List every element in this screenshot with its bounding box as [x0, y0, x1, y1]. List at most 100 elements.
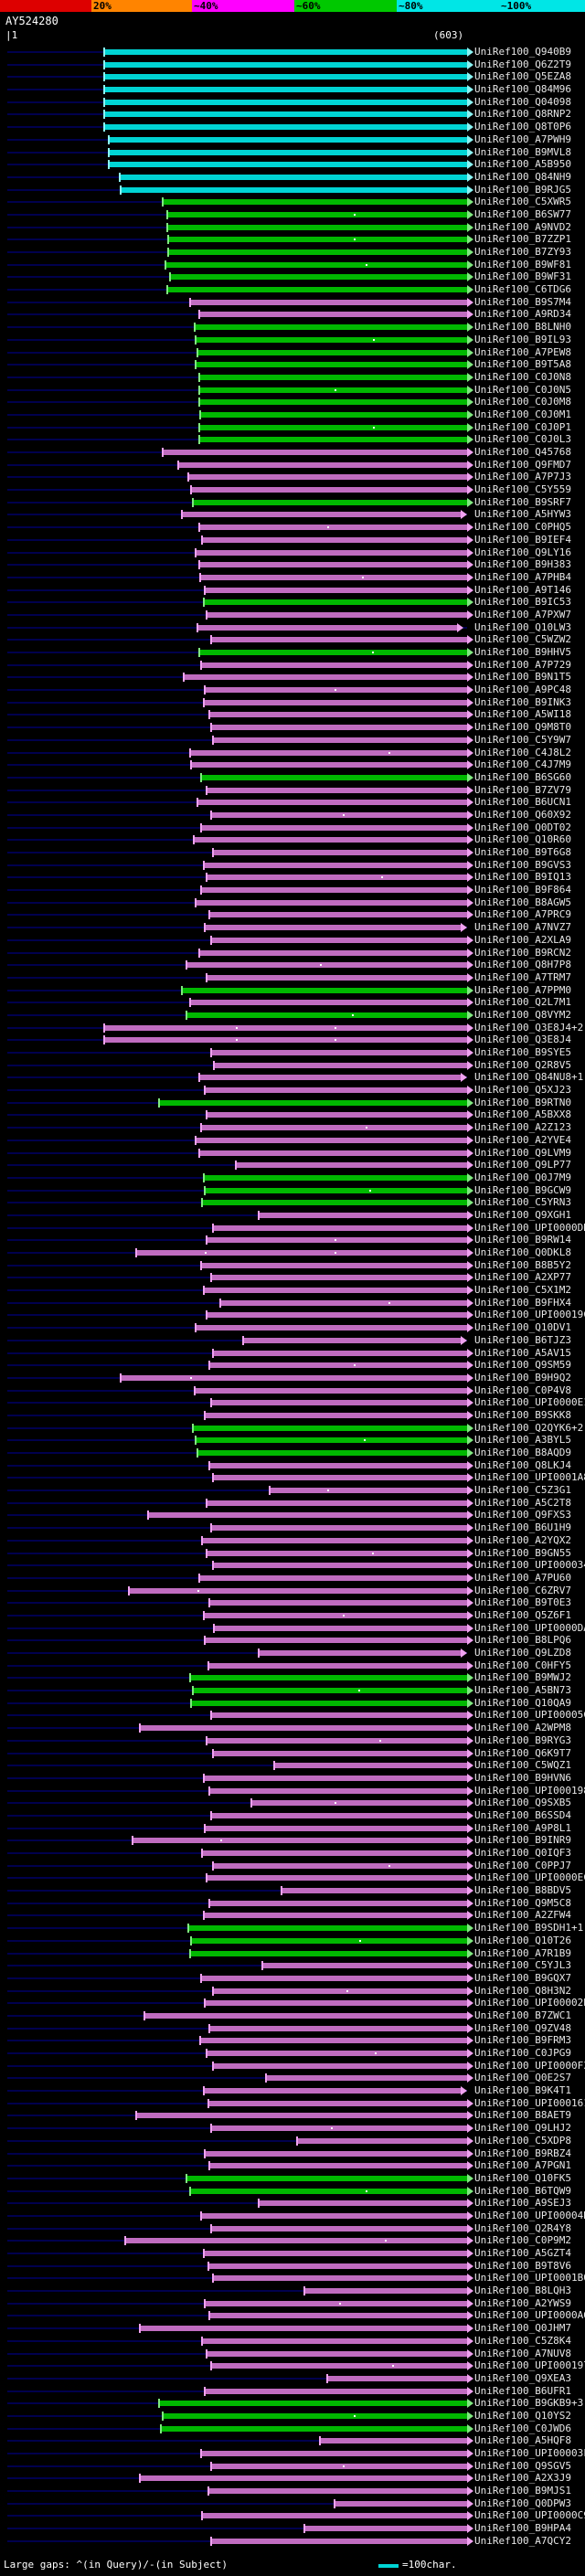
hit-label[interactable]: UniRef100_B9MWJ2 — [474, 1671, 571, 1684]
hit-label[interactable]: UniRef100_A2YWS9 — [474, 2296, 571, 2309]
hit-bar[interactable] — [124, 2238, 467, 2244]
hit-label[interactable]: UniRef100_C5YRN3 — [474, 1196, 571, 1209]
hit-label[interactable]: UniRef100_C0J0L3 — [474, 433, 571, 446]
hit-label[interactable]: UniRef100_B9T6G8 — [474, 846, 571, 858]
hit-label[interactable]: UniRef100_B9GKB9+3 — [474, 2397, 584, 2410]
hit-label[interactable]: UniRef100_Q9FXS3 — [474, 1509, 571, 1521]
hit-bar[interactable] — [205, 2150, 467, 2157]
hit-label[interactable]: UniRef100_Q6K9T7 — [474, 1746, 571, 1759]
hit-bar[interactable] — [243, 1337, 462, 1343]
hit-label[interactable]: UniRef100_B9SYE5 — [474, 1046, 571, 1058]
hit-bar[interactable] — [140, 1725, 467, 1732]
hit-bar[interactable] — [189, 1675, 467, 1681]
hit-bar[interactable] — [197, 624, 458, 631]
hit-bar[interactable] — [211, 2225, 467, 2231]
hit-bar[interactable] — [203, 2088, 462, 2094]
hit-bar[interactable] — [109, 162, 467, 168]
hit-bar[interactable] — [198, 949, 467, 956]
hit-label[interactable]: UniRef100_A5AV15 — [474, 1346, 571, 1359]
hit-label[interactable]: UniRef100_C0HFY5 — [474, 1659, 571, 1671]
hit-label[interactable]: UniRef100_A9NVD2 — [474, 220, 571, 233]
hit-bar[interactable] — [258, 1212, 467, 1218]
hit-bar[interactable] — [207, 1550, 467, 1556]
hit-bar[interactable] — [203, 1775, 467, 1781]
hit-label[interactable]: UniRef100_Q0DT02 — [474, 821, 571, 833]
hit-label[interactable]: UniRef100_A7PXW7 — [474, 608, 571, 620]
hit-label[interactable]: UniRef100_B9RBZ4 — [474, 2147, 571, 2159]
hit-bar[interactable] — [205, 2000, 467, 2007]
hit-bar[interactable] — [198, 387, 467, 393]
hit-label[interactable]: UniRef100_B8AET9 — [474, 2109, 571, 2122]
hit-bar[interactable] — [165, 261, 467, 268]
hit-label[interactable]: UniRef100_B6UFR1 — [474, 2384, 571, 2397]
hit-bar[interactable] — [203, 1288, 467, 1294]
hit-bar[interactable] — [198, 374, 467, 380]
hit-bar[interactable] — [191, 1937, 467, 1944]
hit-label[interactable]: UniRef100_B9HHV5 — [474, 646, 571, 658]
hit-bar[interactable] — [214, 1625, 467, 1631]
hit-label[interactable]: UniRef100_Q0E2S7 — [474, 2072, 571, 2084]
hit-label[interactable]: UniRef100_C5Z3G1 — [474, 1484, 571, 1497]
hit-bar[interactable] — [109, 136, 467, 143]
hit-bar[interactable] — [207, 1237, 467, 1244]
hit-label[interactable]: UniRef100_UPI0000ECA479 — [474, 1871, 585, 1884]
hit-bar[interactable] — [159, 2401, 467, 2407]
hit-bar[interactable] — [194, 324, 467, 331]
hit-bar[interactable] — [207, 2051, 467, 2056]
hit-bar[interactable] — [212, 1224, 467, 1231]
hit-bar[interactable] — [327, 2375, 467, 2381]
hit-label[interactable]: UniRef100_C0J0M1 — [474, 408, 571, 420]
hit-label[interactable]: UniRef100_Q3E8J4+2 — [474, 1021, 584, 1034]
hit-label[interactable]: UniRef100_Q2L7M1 — [474, 996, 571, 1009]
hit-label[interactable]: UniRef100_B9S7M4 — [474, 295, 571, 308]
hit-bar[interactable] — [178, 461, 467, 468]
hit-label[interactable]: UniRef100_B8LNH0 — [474, 321, 571, 334]
hit-label[interactable]: UniRef100_Q2R4Y8 — [474, 2221, 571, 2234]
hit-bar[interactable] — [207, 875, 467, 881]
hit-bar[interactable] — [163, 2412, 467, 2419]
hit-bar[interactable] — [136, 1250, 467, 1256]
hit-bar[interactable] — [196, 336, 467, 343]
hit-bar[interactable] — [196, 1325, 467, 1331]
hit-label[interactable]: UniRef100_C5WQZ1 — [474, 1759, 571, 1772]
hit-label[interactable]: UniRef100_UPI0000E12F63 — [474, 1396, 585, 1409]
hit-bar[interactable] — [109, 149, 467, 155]
hit-bar[interactable] — [197, 1450, 467, 1456]
hit-bar[interactable] — [195, 362, 467, 368]
hit-label[interactable]: UniRef100_Q10T26 — [474, 1934, 571, 1946]
hit-bar[interactable] — [188, 1925, 467, 1932]
hit-label[interactable]: UniRef100_B9H9Q2 — [474, 1371, 571, 1383]
hit-label[interactable]: UniRef100_UPI0000DA55E2 — [474, 1621, 585, 1634]
hit-bar[interactable] — [212, 1350, 467, 1356]
hit-label[interactable]: UniRef100_A7PU60 — [474, 1571, 571, 1584]
hit-label[interactable]: UniRef100_UPI0000A67C12 — [474, 2309, 585, 2322]
hit-bar[interactable] — [203, 2251, 467, 2256]
hit-bar[interactable] — [304, 2288, 467, 2295]
hit-label[interactable]: UniRef100_Q9XGH1 — [474, 1208, 571, 1221]
hit-label[interactable]: UniRef100_A7PPM0 — [474, 983, 571, 996]
hit-label[interactable]: UniRef100_A5WI18 — [474, 708, 571, 721]
hit-label[interactable]: UniRef100_UPI0001A83B07 — [474, 1471, 585, 1484]
hit-label[interactable]: UniRef100_Q0IQF3 — [474, 1847, 571, 1859]
hit-label[interactable]: UniRef100_A2XLA9 — [474, 933, 571, 946]
hit-label[interactable]: UniRef100_B8LQH3 — [474, 2284, 571, 2297]
hit-label[interactable]: UniRef100_A2Z123 — [474, 1121, 571, 1134]
hit-bar[interactable] — [196, 899, 467, 906]
hit-label[interactable]: UniRef100_A5HQF8 — [474, 2434, 571, 2447]
hit-label[interactable]: UniRef100_B6SW77 — [474, 207, 571, 220]
hit-bar[interactable] — [207, 1500, 467, 1506]
hit-label[interactable]: UniRef100_B9SRF7 — [474, 495, 571, 508]
hit-label[interactable]: UniRef100_A7PRC9 — [474, 908, 571, 921]
hit-label[interactable]: UniRef100_A2ZFW4 — [474, 1909, 571, 1922]
hit-label[interactable]: UniRef100_Q10FK5 — [474, 2171, 571, 2184]
hit-bar[interactable] — [203, 862, 467, 868]
hit-bar[interactable] — [104, 1037, 467, 1044]
hit-label[interactable]: UniRef100_B9IEF4 — [474, 533, 571, 546]
hit-label[interactable]: UniRef100_Q8VYM2 — [474, 1008, 571, 1021]
hit-label[interactable]: UniRef100_C0JWD6 — [474, 2422, 571, 2434]
hit-bar[interactable] — [211, 1812, 467, 1818]
hit-bar[interactable] — [211, 1050, 467, 1055]
hit-bar[interactable] — [207, 1662, 467, 1669]
hit-bar[interactable] — [211, 725, 467, 731]
hit-bar[interactable] — [169, 274, 467, 281]
